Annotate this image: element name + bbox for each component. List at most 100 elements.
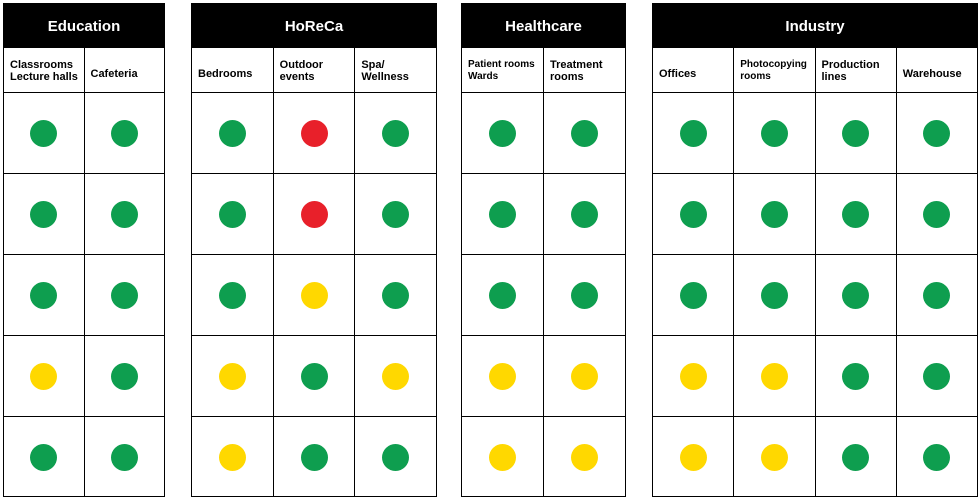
status-dot-green	[30, 200, 58, 228]
matrix-row	[653, 336, 977, 417]
matrix-cell	[192, 336, 273, 416]
status-dot-yellow	[571, 443, 598, 471]
matrix-cell	[462, 336, 543, 416]
status-dot-red	[300, 119, 328, 147]
group-industry: Industry Offices Photocopying rooms Product…	[652, 3, 978, 497]
column-header: Classrooms Lecture halls	[10, 59, 78, 83]
matrix-cell	[354, 255, 436, 335]
status-dot-green	[571, 200, 598, 228]
status-dot-green	[760, 119, 788, 147]
matrix-cell	[83, 255, 165, 335]
matrix-cell	[653, 174, 733, 254]
status-dot-yellow	[489, 443, 516, 471]
matrix-cell	[83, 174, 165, 254]
matrix-cell	[895, 174, 977, 254]
status-dot-green	[571, 281, 598, 309]
matrix-cell	[4, 93, 84, 173]
status-dot-green	[923, 119, 951, 147]
status-dot-yellow	[218, 443, 246, 471]
column-headers: Bedrooms Outdoor events Spa/ Wellness	[192, 48, 436, 93]
matrix-cell	[653, 417, 733, 497]
matrix-cell	[354, 174, 436, 254]
matrix-cell	[4, 336, 84, 416]
matrix-cell	[192, 417, 273, 497]
matrix-cell	[192, 93, 273, 173]
matrix-cell	[272, 417, 355, 497]
status-dot-green	[842, 362, 870, 390]
group-healthcare: Healthcare Patient rooms Wards Treatment r…	[461, 3, 626, 497]
matrix-cell	[814, 336, 896, 416]
status-dot-green	[218, 281, 246, 309]
status-dot-green	[760, 281, 788, 309]
matrix-cell	[653, 255, 733, 335]
column-header: Bedrooms	[198, 68, 253, 80]
matrix-cell	[354, 417, 436, 497]
matrix-cell	[83, 417, 165, 497]
matrix-cell	[814, 93, 896, 173]
status-dot-green	[382, 281, 410, 309]
matrix-row	[192, 336, 436, 417]
matrix-row	[462, 417, 625, 497]
matrix-cell	[733, 417, 814, 497]
status-dot-green	[110, 200, 138, 228]
matrix-row	[192, 417, 436, 497]
status-dot-green	[679, 119, 707, 147]
matrix-cell	[4, 417, 84, 497]
status-dot-green	[218, 119, 246, 147]
matrix-cell	[543, 93, 625, 173]
matrix-cell	[733, 93, 814, 173]
status-dot-green	[218, 200, 246, 228]
status-dot-green	[760, 200, 788, 228]
status-dot-green	[842, 200, 870, 228]
matrix-row	[4, 93, 164, 174]
matrix-cell	[354, 93, 436, 173]
status-dot-green	[110, 281, 138, 309]
column-header: Cafeteria	[83, 48, 165, 92]
status-dot-green	[382, 200, 410, 228]
status-dot-yellow	[679, 362, 707, 390]
matrix-cell	[653, 93, 733, 173]
status-dot-green	[110, 362, 138, 390]
status-dot-green	[679, 200, 707, 228]
status-dot-green	[489, 119, 516, 147]
matrix-row	[4, 174, 164, 255]
status-dot-green	[571, 119, 598, 147]
matrix-cell	[83, 93, 165, 173]
column-header: Outdoor events	[272, 48, 355, 92]
status-dot-yellow	[489, 362, 516, 390]
matrix-row	[653, 174, 977, 255]
column-header: Spa/ Wellness	[354, 48, 436, 92]
matrix-cell	[192, 255, 273, 335]
status-dot-yellow	[382, 362, 410, 390]
group-title: HoReCa	[192, 4, 436, 48]
status-dot-green	[923, 362, 951, 390]
matrix-cell	[272, 255, 355, 335]
matrix-row	[192, 255, 436, 336]
group-title: Healthcare	[462, 4, 625, 48]
matrix-cell	[543, 255, 625, 335]
matrix-row	[653, 255, 977, 336]
matrix-cell	[192, 174, 273, 254]
status-dot-yellow	[679, 443, 707, 471]
status-dot-yellow	[760, 362, 788, 390]
matrix-cell	[272, 336, 355, 416]
status-dot-yellow	[760, 443, 788, 471]
matrix-cell	[354, 336, 436, 416]
matrix-cell	[814, 255, 896, 335]
matrix-row	[4, 255, 164, 336]
status-dot-green	[382, 119, 410, 147]
matrix-cell	[895, 255, 977, 335]
column-header: Treatment rooms	[543, 48, 625, 92]
matrix-cell	[543, 174, 625, 254]
matrix-row	[192, 174, 436, 255]
matrix-cell	[895, 417, 977, 497]
column-headers: Offices Photocopying rooms Production line…	[653, 48, 977, 93]
column-header: Patient rooms Wards	[468, 59, 535, 82]
matrix-cell	[653, 336, 733, 416]
matrix-cell	[4, 255, 84, 335]
matrix-row	[462, 336, 625, 417]
matrix-cell	[733, 174, 814, 254]
status-dot-green	[679, 281, 707, 309]
group-education: Education Classrooms Lecture halls Cafeter…	[3, 3, 165, 497]
matrix-row	[192, 93, 436, 174]
